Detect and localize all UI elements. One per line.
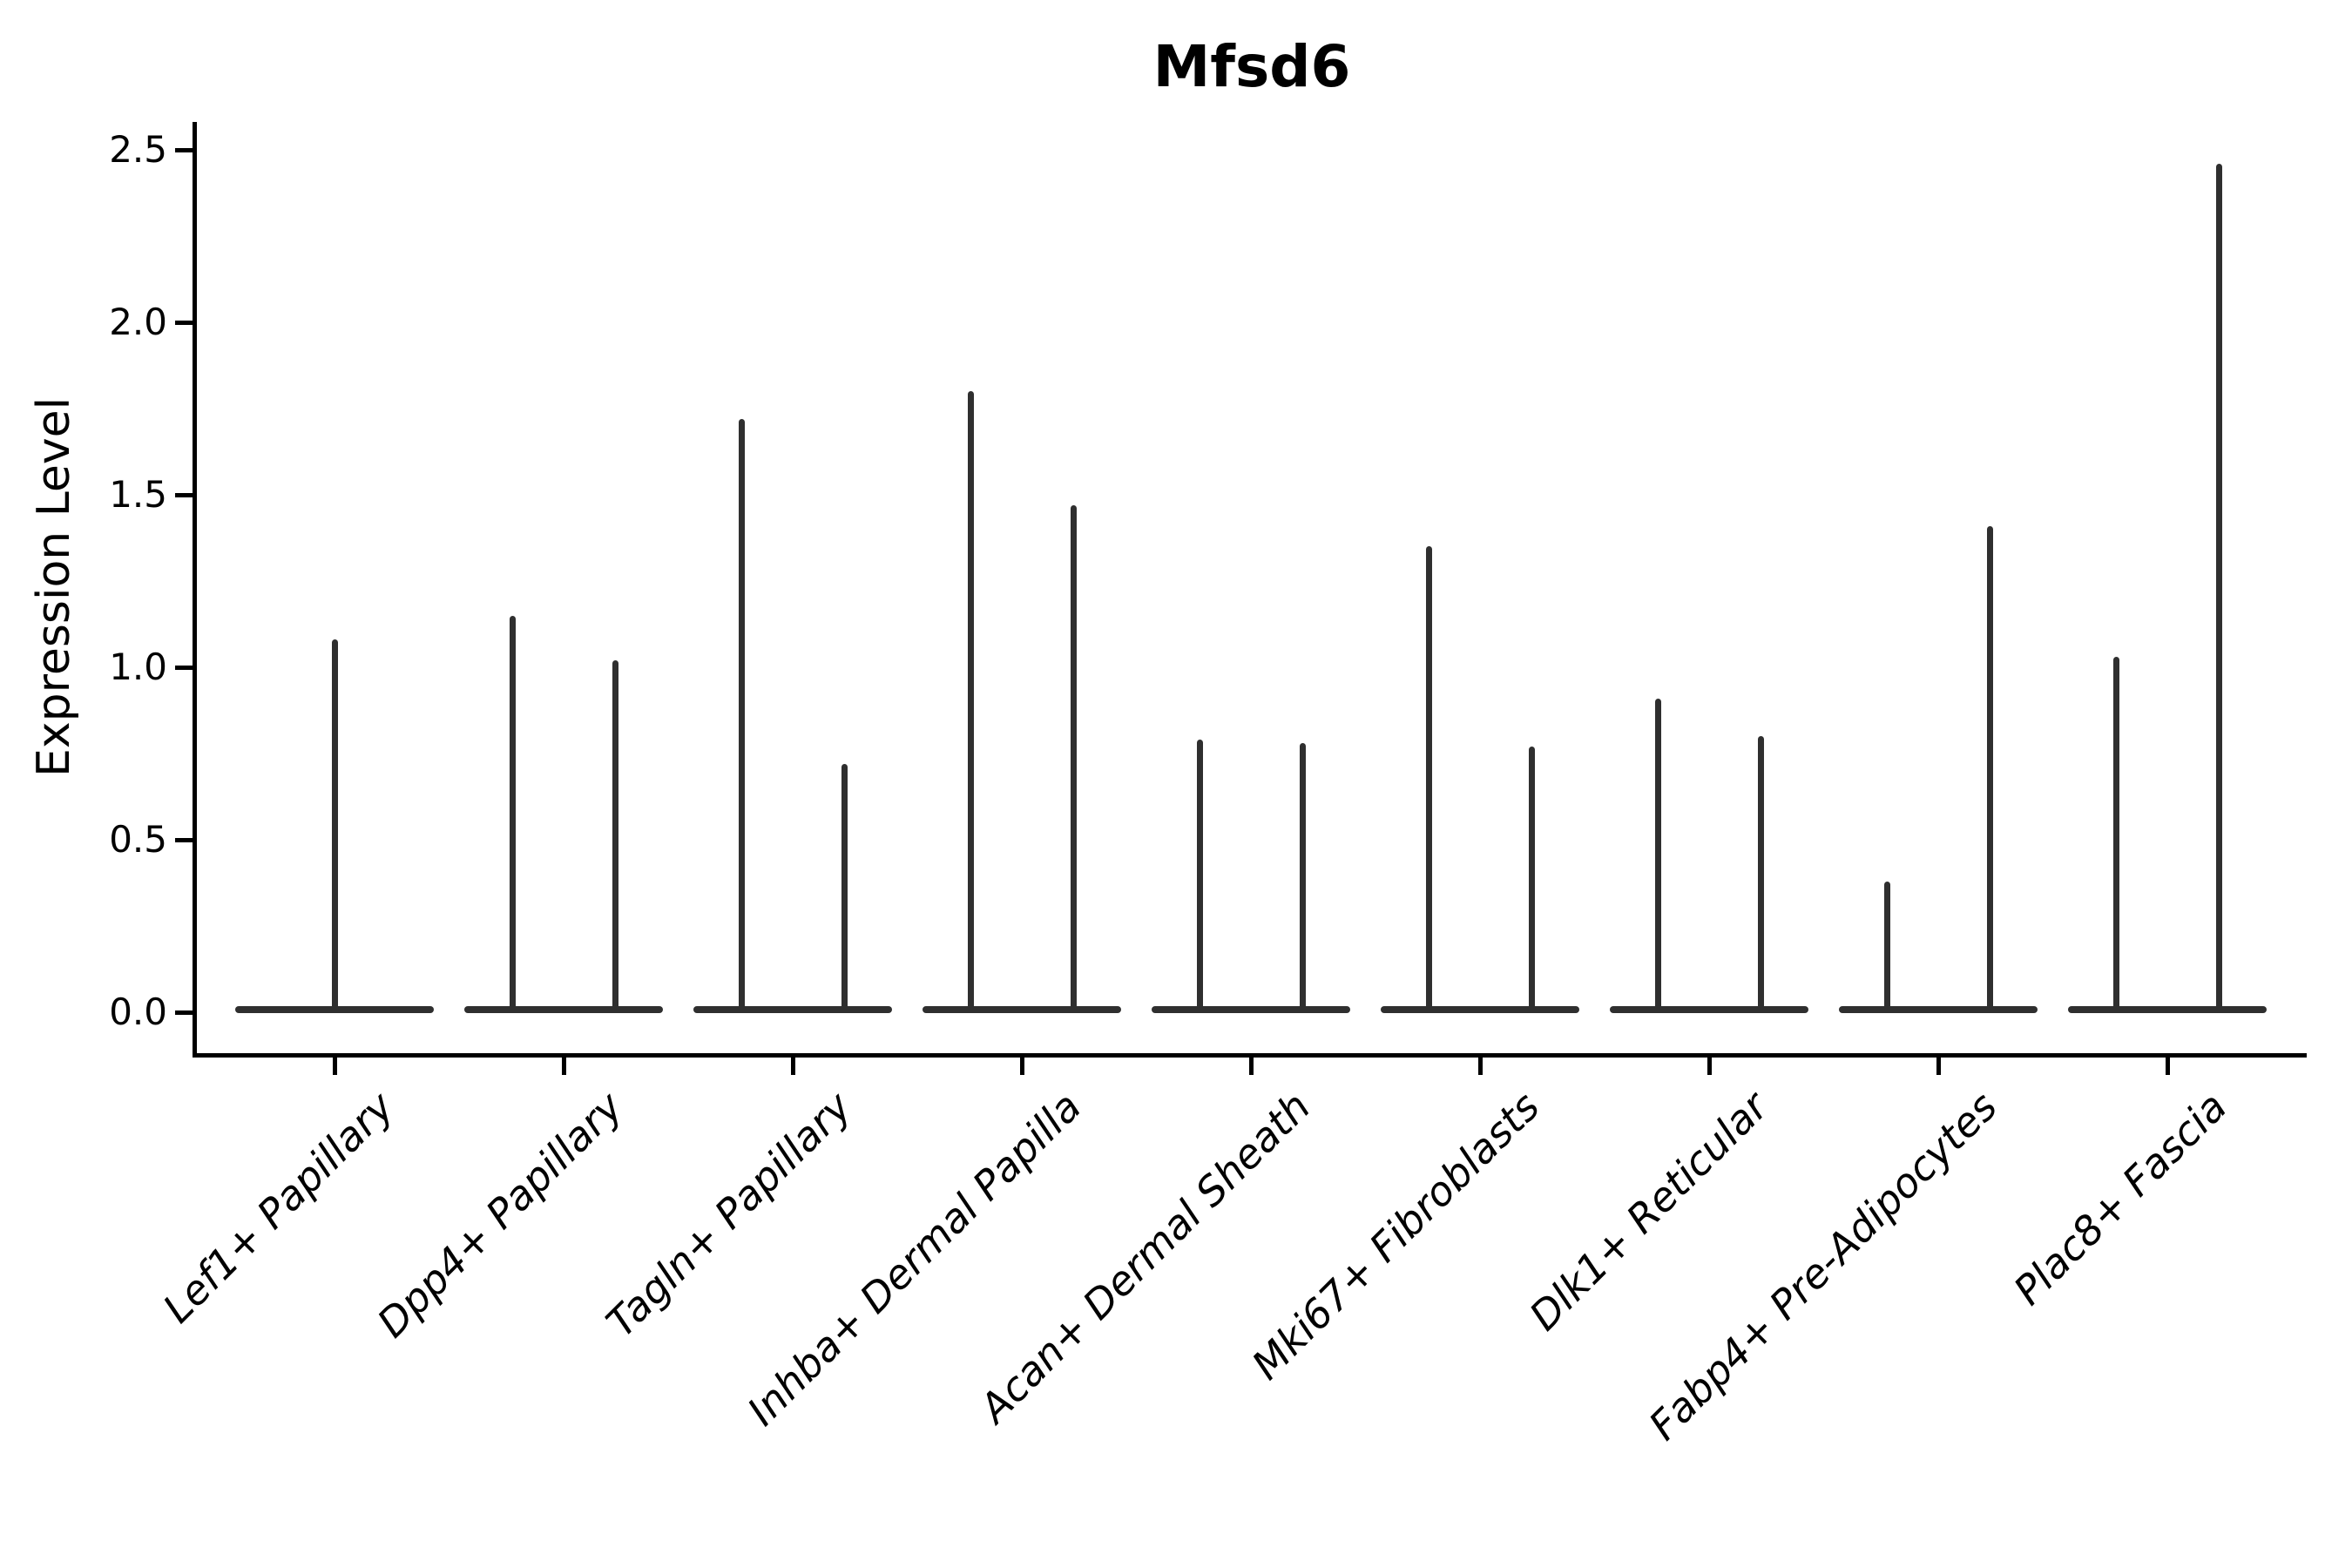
violin-spike bbox=[1300, 743, 1306, 1010]
violin-spike bbox=[2216, 163, 2222, 1010]
y-tick bbox=[175, 666, 193, 670]
violin-spike bbox=[739, 418, 745, 1010]
x-tick-label: Dpp4+ Papillary bbox=[368, 1083, 632, 1347]
violin-spike bbox=[968, 391, 974, 1010]
violin-baseline bbox=[1839, 1006, 2038, 1013]
violin-spike bbox=[612, 660, 618, 1010]
y-tick-label: 1.5 bbox=[109, 473, 167, 516]
violin-baseline bbox=[1152, 1006, 1350, 1013]
violin-baseline bbox=[1381, 1006, 1579, 1013]
violin-spike bbox=[332, 639, 338, 1010]
violin-baseline bbox=[923, 1006, 1121, 1013]
violin-spike bbox=[1655, 698, 1661, 1010]
violin-spike bbox=[1884, 881, 1890, 1010]
y-tick bbox=[175, 1010, 193, 1015]
violin-spike bbox=[1071, 504, 1077, 1010]
x-tick-label: Tagln+ Papillary bbox=[597, 1083, 862, 1347]
y-tick-label: 2.0 bbox=[109, 301, 167, 343]
y-tick bbox=[175, 148, 193, 152]
x-tick bbox=[1020, 1058, 1024, 1075]
y-tick bbox=[175, 321, 193, 325]
y-tick-label: 1.0 bbox=[109, 645, 167, 688]
violin-baseline bbox=[2068, 1006, 2267, 1013]
x-tick bbox=[2166, 1058, 2170, 1075]
violin-baseline bbox=[464, 1006, 663, 1013]
x-tick-label: Lef1+ Papillary bbox=[153, 1083, 403, 1332]
violin-spike bbox=[510, 615, 516, 1010]
x-tick bbox=[333, 1058, 337, 1075]
page-title: Mfsd6 bbox=[1152, 33, 1351, 100]
y-tick bbox=[175, 493, 193, 497]
y-tick bbox=[175, 838, 193, 842]
y-tick-label: 0.5 bbox=[109, 818, 167, 861]
violin-spike bbox=[1987, 525, 1993, 1010]
x-tick bbox=[1707, 1058, 1712, 1075]
x-tick bbox=[1249, 1058, 1254, 1075]
x-tick bbox=[562, 1058, 566, 1075]
x-tick-label: Plac8+ Fascia bbox=[2004, 1083, 2236, 1315]
x-tick bbox=[1936, 1058, 1941, 1075]
y-tick-label: 0.0 bbox=[109, 990, 167, 1033]
y-axis-spine bbox=[193, 122, 197, 1058]
violin-spike bbox=[1197, 740, 1203, 1010]
violin-spike bbox=[1529, 747, 1535, 1010]
x-tick-label: Dlk1+ Reticular bbox=[1520, 1083, 1778, 1340]
x-tick bbox=[791, 1058, 795, 1075]
violin-baseline bbox=[693, 1006, 892, 1013]
violin-spike bbox=[1758, 736, 1764, 1010]
y-tick-label: 2.5 bbox=[109, 128, 167, 171]
violin-baseline bbox=[1610, 1006, 1808, 1013]
violin-spike bbox=[2113, 657, 2119, 1010]
x-axis-spine bbox=[193, 1053, 2307, 1058]
violin-spike bbox=[841, 763, 848, 1010]
violin-spike bbox=[1426, 546, 1432, 1010]
x-tick bbox=[1478, 1058, 1483, 1075]
